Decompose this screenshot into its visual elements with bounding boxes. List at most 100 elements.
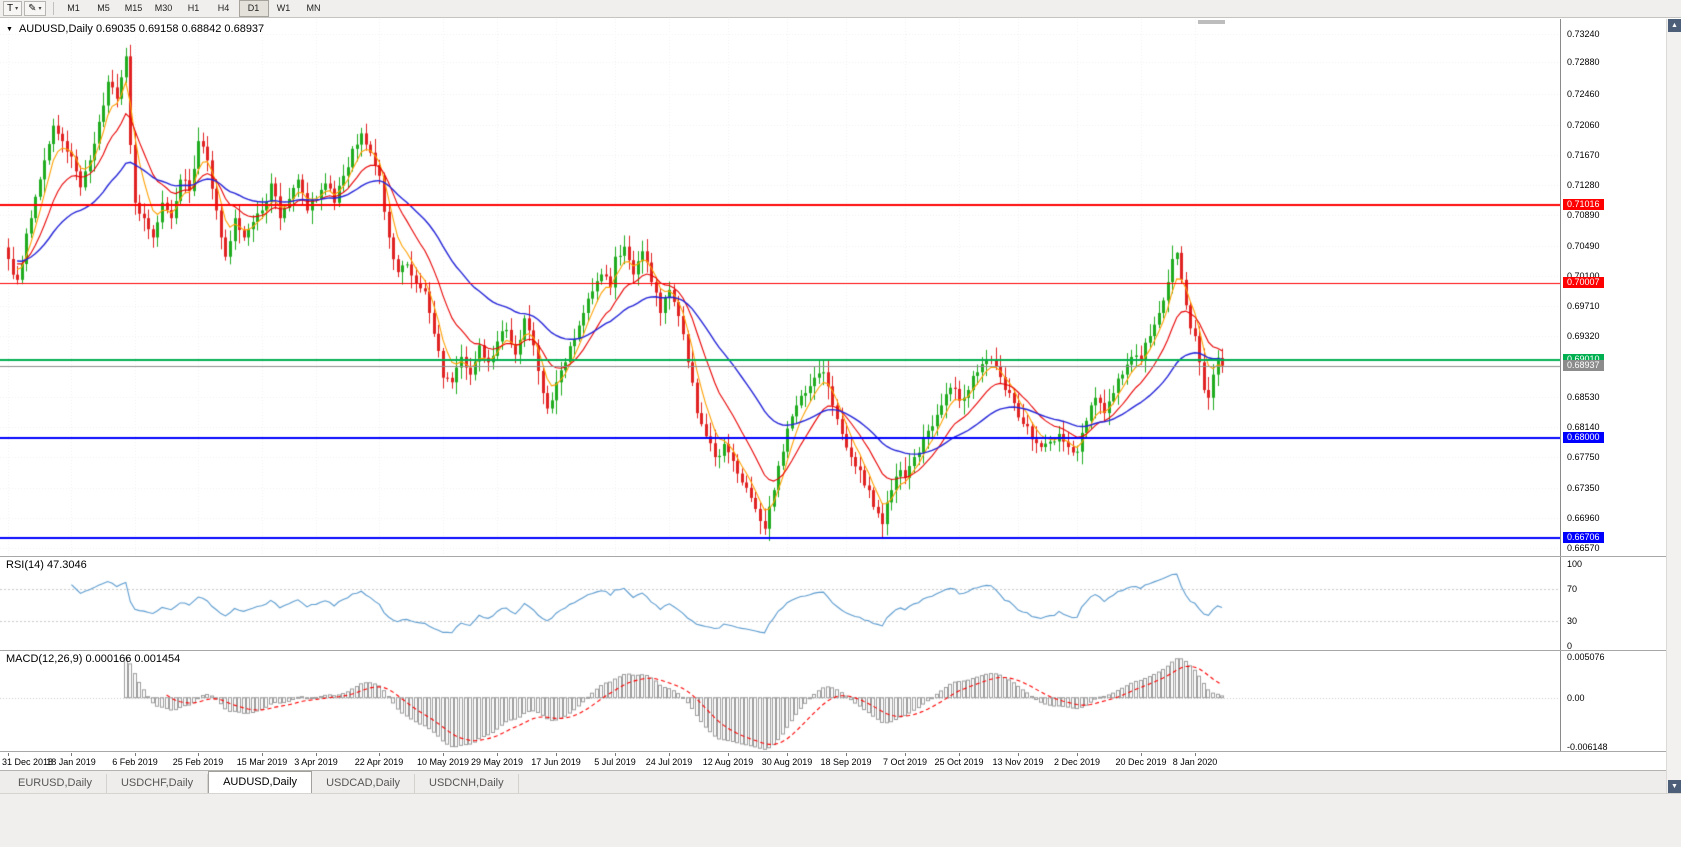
price-tick: 0.72060 (1567, 119, 1600, 130)
chart-tab-AUDUSD-Daily[interactable]: AUDUSD,Daily (208, 771, 313, 793)
timeframe-button-H4[interactable]: H4 (217, 3, 230, 13)
timeframe-group: M1 M5 M15 M30 H1 H4 D1 W1 MN (59, 0, 329, 17)
timeframe-button-W1[interactable]: W1 (276, 3, 291, 13)
price-line-label: 0.68000 (1563, 431, 1604, 443)
collapse-triangle-icon[interactable]: ▼ (6, 25, 13, 33)
date-axis-tick (1141, 753, 1142, 756)
price-tick: 0.71670 (1567, 149, 1600, 160)
date-label: 24 Jul 2019 (645, 757, 693, 767)
price-tick: 0.67350 (1567, 482, 1600, 493)
price-axis: 0.73240 0.72880 0.72460 0.72060 0.71670 0.712… (1560, 19, 1666, 752)
price-tick: 0.72880 (1567, 56, 1600, 67)
chart-tab-USDCAD-Daily[interactable]: USDCAD,Daily (312, 774, 416, 793)
timeframe-button-M15[interactable]: M15 (124, 3, 143, 13)
timeframe-button-M30[interactable]: M30 (154, 3, 173, 13)
price-tick: 0.66960 (1567, 512, 1600, 523)
date-axis-tick (728, 753, 729, 756)
date-label: 31 Dec 2018 (2, 757, 54, 767)
macd-label: MACD(12,26,9) 0.000166 0.001454 (6, 653, 181, 665)
date-axis-tick (846, 753, 847, 756)
rsi-tick: 0 (1567, 641, 1573, 651)
date-axis-tick (1077, 753, 1078, 756)
rsi-label: RSI(14) 47.3046 (6, 559, 87, 571)
price-tick: 0.67750 (1567, 452, 1600, 463)
timeframe-button-H1[interactable]: H1 (187, 3, 200, 13)
chart-tab-EURUSD-Daily[interactable]: EURUSD,Daily (4, 774, 107, 793)
date-label: 25 Feb 2019 (172, 757, 224, 767)
price-tick: 0.73240 (1567, 29, 1600, 39)
timeframe-button-M5[interactable]: M5 (97, 3, 110, 13)
date-axis-tick (787, 753, 788, 756)
date-axis-tick (905, 753, 906, 756)
price-line-label: 0.68937 (1563, 359, 1604, 371)
chart-symbol-ohlc: AUDUSD,Daily 0.69035 0.69158 0.68842 0.6… (18, 23, 265, 35)
date-axis-tick (959, 753, 960, 756)
price-line-label: 0.70007 (1563, 277, 1604, 289)
date-label: 25 Oct 2019 (934, 757, 984, 767)
dropdown-arrow-icon: ▾ (15, 6, 19, 12)
date-axis-tick (556, 753, 557, 756)
date-label: 7 Oct 2019 (882, 757, 928, 767)
date-label: 2 Dec 2019 (1053, 757, 1101, 767)
date-axis-tick (443, 753, 444, 756)
rsi-tick: 30 (1567, 616, 1578, 627)
date-axis-tick (135, 753, 136, 756)
date-label: 6 Feb 2019 (112, 757, 158, 767)
price-tick: 0.69320 (1567, 331, 1600, 342)
toolbar: T ▾ ✎ ▾ M1 M5 M15 M30 H1 H4 D1 W1 MN (0, 0, 1681, 18)
date-axis-tick (379, 753, 380, 756)
price-tick: 0.71280 (1567, 180, 1600, 191)
macd-canvas[interactable] (0, 651, 1560, 751)
panel-separator[interactable] (0, 650, 1666, 651)
date-label: 10 May 2019 (416, 757, 470, 767)
date-label: 15 Mar 2019 (236, 757, 288, 767)
date-label: 22 Apr 2019 (354, 757, 404, 767)
date-label: 29 May 2019 (470, 757, 524, 767)
date-label: 18 Sep 2019 (820, 757, 872, 767)
date-axis: 31 Dec 2018 18 Jan 2019 6 Feb 2019 25 Feb 2… (0, 751, 1666, 770)
chart-hscroll-thumb[interactable] (1198, 20, 1225, 24)
date-label: 18 Jan 2019 (46, 757, 96, 767)
date-axis-tick (316, 753, 317, 756)
text-tool-label: T (7, 3, 14, 14)
date-label: 12 Aug 2019 (702, 757, 754, 767)
draw-tool-button[interactable]: ✎ ▾ (24, 1, 46, 16)
price-tick: 0.70100 (1567, 270, 1600, 281)
text-tool-button[interactable]: T ▾ (3, 1, 23, 16)
date-label: 17 Jun 2019 (531, 757, 581, 767)
date-label: 3 Apr 2019 (294, 757, 338, 767)
chart-tab-USDCNH-Daily[interactable]: USDCNH,Daily (415, 774, 519, 793)
date-axis-tick (497, 753, 498, 756)
macd-tick: -0.006148 (1567, 742, 1608, 752)
panel-separator[interactable] (0, 556, 1666, 557)
chart-header: ▼ AUDUSD,Daily 0.69035 0.69158 0.68842 0… (6, 23, 264, 35)
price-tick: 0.68530 (1567, 391, 1600, 402)
chart-tab-USDCHF-Daily[interactable]: USDCHF,Daily (107, 774, 209, 793)
vertical-scrollbar[interactable]: ▲ ▼ (1666, 19, 1681, 793)
timeframe-button-D1[interactable]: D1 (238, 0, 269, 17)
rsi-tick: 100 (1567, 559, 1583, 569)
date-label: 20 Dec 2019 (1115, 757, 1167, 767)
rsi-tick: 70 (1567, 583, 1578, 594)
scroll-down-button[interactable]: ▼ (1668, 780, 1681, 793)
date-axis-tick (8, 753, 9, 756)
price-tick: 0.69710 (1567, 301, 1600, 312)
timeframe-button-M1[interactable]: M1 (67, 3, 80, 13)
price-chart-canvas[interactable] (0, 19, 1560, 556)
price-tick: 0.66570 (1567, 543, 1600, 553)
date-label: 5 Jul 2019 (594, 757, 636, 767)
date-label: 13 Nov 2019 (992, 757, 1044, 767)
macd-tick: 0.00 (1567, 692, 1585, 703)
price-tick: 0.70890 (1567, 210, 1600, 221)
rsi-canvas[interactable] (0, 557, 1560, 650)
price-line-label: 0.71016 (1563, 199, 1604, 211)
chart-tab-bar: EURUSD,Daily USDCHF,Daily AUDUSD,Daily USDC… (0, 770, 1666, 793)
scroll-up-button[interactable]: ▲ (1668, 19, 1681, 32)
pen-icon: ✎ (28, 2, 37, 14)
timeframe-button-MN[interactable]: MN (306, 3, 321, 13)
date-axis-tick (1018, 753, 1019, 756)
date-axis-tick (262, 753, 263, 756)
status-bar (0, 793, 1681, 847)
date-axis-tick (71, 753, 72, 756)
